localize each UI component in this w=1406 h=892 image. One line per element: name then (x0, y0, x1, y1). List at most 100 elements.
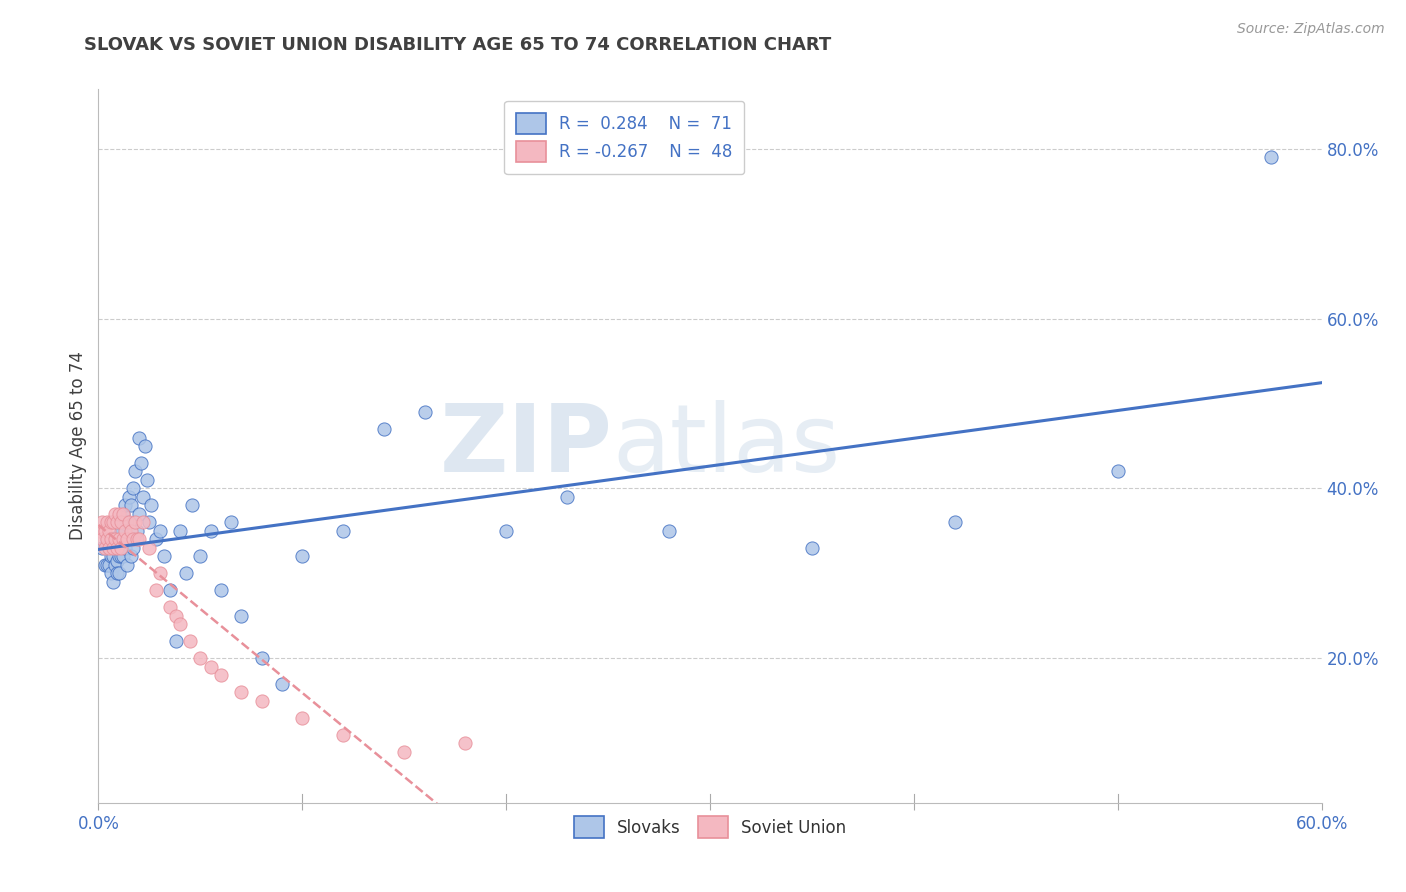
Point (110, 541, 132, 555)
Point (413, 405, 436, 419)
Point (332, 524, 354, 538)
Point (291, 711, 314, 725)
Point (174, 566, 197, 581)
Point (801, 541, 824, 555)
Point (124, 465, 146, 479)
Point (392, 745, 416, 759)
Point (128, 430, 150, 444)
Point (188, 549, 212, 564)
Point (127, 533, 149, 547)
Point (114, 541, 136, 555)
Point (104, 541, 127, 555)
Point (122, 533, 145, 547)
Point (93, 558, 115, 572)
Point (101, 541, 124, 555)
Point (111, 507, 134, 521)
Point (114, 499, 136, 513)
Point (115, 558, 138, 572)
Point (120, 524, 142, 538)
Point (101, 533, 124, 547)
Point (104, 533, 127, 547)
Point (97, 541, 120, 555)
Point (152, 549, 174, 564)
Point (291, 549, 314, 564)
Point (118, 533, 141, 547)
Point (200, 660, 222, 674)
Point (149, 524, 172, 538)
Point (943, 516, 966, 530)
Point (138, 516, 160, 530)
Point (110, 524, 132, 538)
Point (105, 554, 128, 568)
Point (105, 533, 128, 547)
Point (129, 456, 152, 470)
Point (96, 533, 118, 547)
Point (111, 507, 134, 521)
Point (93, 524, 115, 538)
Point (250, 651, 273, 665)
Point (141, 499, 163, 513)
Point (127, 524, 149, 538)
Point (104, 537, 127, 551)
Point (219, 516, 242, 530)
Point (93, 541, 115, 555)
Point (231, 685, 253, 699)
Point (100, 533, 122, 547)
Point (169, 617, 191, 632)
Point (105, 516, 128, 530)
Point (111, 533, 134, 547)
Point (200, 524, 222, 538)
Point (101, 549, 124, 564)
Point (104, 558, 127, 572)
Point (270, 677, 294, 691)
Point (89, 524, 111, 538)
Point (96, 516, 118, 530)
Point (120, 499, 142, 513)
Point (100, 516, 122, 530)
Point (114, 524, 136, 538)
Point (108, 528, 131, 542)
Point (120, 549, 142, 564)
Point (111, 549, 134, 564)
Point (96, 558, 118, 572)
Point (118, 490, 141, 504)
Point (101, 574, 124, 589)
Point (128, 507, 150, 521)
Y-axis label: Disability Age 65 to 74: Disability Age 65 to 74 (69, 351, 87, 541)
Point (108, 507, 131, 521)
Point (181, 499, 204, 513)
Point (101, 516, 124, 530)
Point (250, 694, 273, 708)
Point (97, 558, 120, 572)
Point (104, 507, 127, 521)
Point (145, 583, 167, 598)
Point (100, 566, 122, 581)
Point (97, 524, 120, 538)
Point (1107, 465, 1129, 479)
Point (159, 600, 181, 615)
Point (149, 566, 172, 581)
Point (124, 516, 146, 530)
Point (100, 533, 122, 547)
Point (658, 524, 681, 538)
Point (134, 439, 156, 453)
Point (132, 516, 155, 530)
Point (128, 533, 150, 547)
Point (179, 634, 201, 648)
Point (209, 668, 232, 682)
Point (91, 533, 114, 547)
Point (495, 524, 517, 538)
Text: SLOVAK VS SOVIET UNION DISABILITY AGE 65 TO 74 CORRELATION CHART: SLOVAK VS SOVIET UNION DISABILITY AGE 65… (84, 36, 831, 54)
Point (97, 541, 120, 555)
Point (110, 549, 132, 564)
Point (332, 728, 354, 742)
Point (108, 566, 131, 581)
Point (105, 566, 128, 581)
Point (100, 549, 122, 564)
Point (136, 473, 159, 487)
Point (188, 651, 212, 665)
Point (115, 516, 138, 530)
Point (209, 583, 232, 598)
Text: ZIP: ZIP (439, 400, 612, 492)
Point (169, 524, 191, 538)
